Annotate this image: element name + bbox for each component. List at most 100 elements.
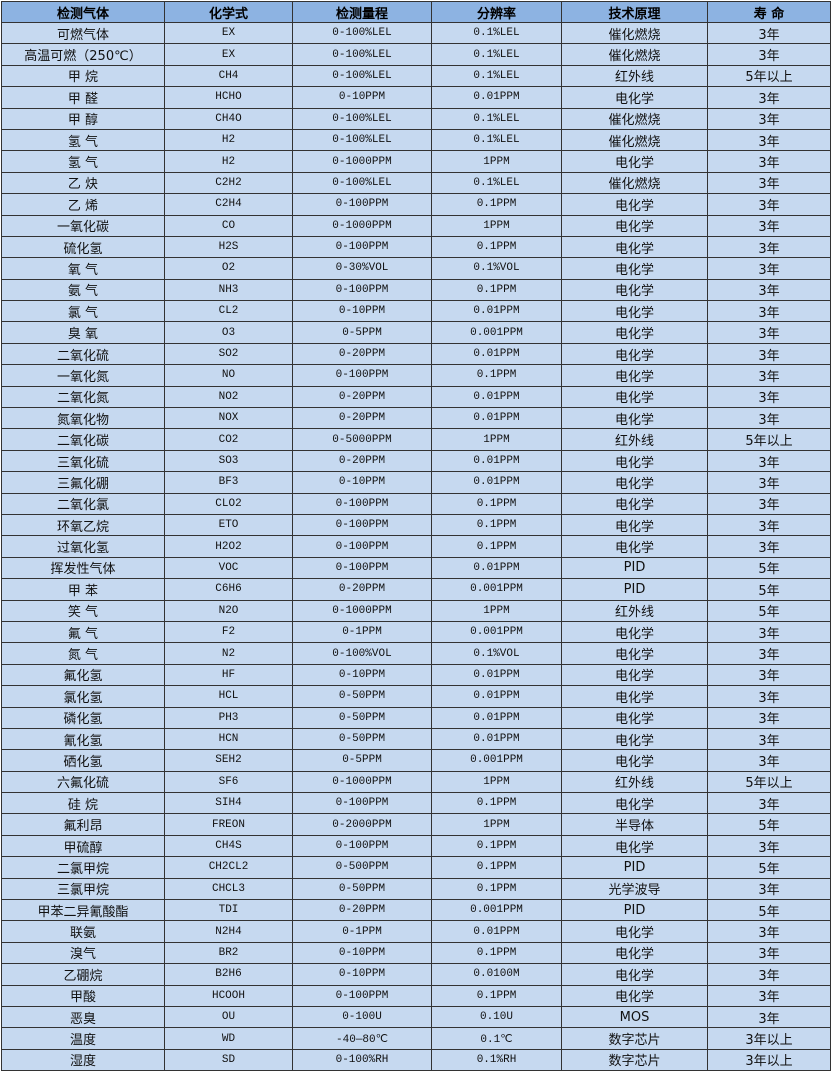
cell-technology: 电化学 bbox=[561, 963, 708, 986]
cell-technology: 电化学 bbox=[561, 278, 708, 302]
cell-resolution: 0.1%VOL bbox=[431, 642, 562, 665]
cell-detection-range: 0-5PPM bbox=[292, 321, 432, 344]
cell-gas-name: 三氟化硼 bbox=[1, 471, 165, 494]
header-lifespan: 寿 命 bbox=[707, 1, 831, 23]
header-chemical-formula: 化学式 bbox=[164, 1, 293, 23]
cell-gas-name: 氧 气 bbox=[1, 257, 165, 280]
cell-technology: 电化学 bbox=[561, 342, 708, 366]
cell-lifespan: 3年 bbox=[707, 877, 831, 901]
cell-detection-range: 0-5PPM bbox=[292, 749, 432, 772]
cell-chemical-formula: VOC bbox=[164, 556, 293, 580]
cell-gas-name: 三氯甲烷 bbox=[1, 877, 165, 901]
cell-technology: 半导体 bbox=[561, 813, 708, 836]
cell-gas-name: 臭 氧 bbox=[1, 321, 165, 344]
table-row: 甲硫醇 CH4S 0-100PPM 0.1PPM 电化学 3年 bbox=[1, 834, 831, 858]
cell-resolution: 1PPM bbox=[431, 428, 562, 451]
table-row: 氟化氢 HF 0-10PPM 0.01PPM 电化学 3年 bbox=[1, 663, 831, 687]
cell-detection-range: 0-1000PPM bbox=[292, 770, 432, 794]
cell-detection-range: 0-30%VOL bbox=[292, 257, 432, 280]
cell-gas-name: 联氨 bbox=[1, 920, 165, 943]
cell-chemical-formula: CH4 bbox=[164, 64, 293, 88]
cell-chemical-formula: F2 bbox=[164, 620, 293, 644]
cell-gas-name: 甲 醛 bbox=[1, 86, 165, 109]
cell-detection-range: 0-1000PPM bbox=[292, 214, 432, 237]
cell-lifespan: 3年 bbox=[707, 663, 831, 687]
table-row: 三氟化硼 BF3 0-10PPM 0.01PPM 电化学 3年 bbox=[1, 471, 831, 494]
cell-resolution: 0.1PPM bbox=[431, 984, 562, 1007]
table-row: 氧 气 O2 0-30%VOL 0.1%VOL 电化学 3年 bbox=[1, 257, 831, 280]
cell-lifespan: 3年 bbox=[707, 235, 831, 259]
cell-resolution: 0.001PPM bbox=[431, 899, 562, 922]
cell-technology: 催化燃烧 bbox=[561, 128, 708, 152]
cell-gas-name: 二氯甲烷 bbox=[1, 856, 165, 879]
cell-gas-name: 一氧化碳 bbox=[1, 214, 165, 237]
cell-chemical-formula: C6H6 bbox=[164, 578, 293, 601]
table-row: 三氯甲烷 CHCL3 0-50PPM 0.1PPM 光学波导 3年 bbox=[1, 877, 831, 901]
cell-gas-name: 氮氧化物 bbox=[1, 407, 165, 430]
table-row: 二氧化碳 CO2 0-5000PPM 1PPM 红外线 5年以上 bbox=[1, 428, 831, 451]
table-row: 环氧乙烷 ETO 0-100PPM 0.1PPM 电化学 3年 bbox=[1, 513, 831, 537]
table-row: 甲 醛 HCHO 0-10PPM 0.01PPM 电化学 3年 bbox=[1, 86, 831, 109]
cell-chemical-formula: H2 bbox=[164, 128, 293, 152]
cell-detection-range: 0-10PPM bbox=[292, 941, 432, 965]
cell-technology: PID bbox=[561, 899, 708, 922]
cell-technology: PID bbox=[561, 856, 708, 879]
cell-lifespan: 3年 bbox=[707, 171, 831, 195]
cell-lifespan: 3年 bbox=[707, 749, 831, 772]
cell-chemical-formula: FREON bbox=[164, 813, 293, 836]
cell-resolution: 0.1%LEL bbox=[431, 128, 562, 152]
cell-detection-range: 0-50PPM bbox=[292, 877, 432, 901]
table-row: 二氧化硫 SO2 0-20PPM 0.01PPM 电化学 3年 bbox=[1, 342, 831, 366]
cell-resolution: 0.01PPM bbox=[431, 471, 562, 494]
cell-detection-range: 0-10PPM bbox=[292, 86, 432, 109]
cell-lifespan: 3年 bbox=[707, 535, 831, 558]
cell-chemical-formula: SO2 bbox=[164, 342, 293, 366]
cell-detection-range: 0-500PPM bbox=[292, 856, 432, 879]
cell-technology: 催化燃烧 bbox=[561, 107, 708, 130]
cell-lifespan: 3年 bbox=[707, 257, 831, 280]
cell-chemical-formula: SO3 bbox=[164, 449, 293, 473]
header-technology: 技术原理 bbox=[561, 1, 708, 23]
cell-resolution: 1PPM bbox=[431, 150, 562, 173]
cell-technology: 电化学 bbox=[561, 920, 708, 943]
cell-resolution: 0.01PPM bbox=[431, 663, 562, 687]
cell-resolution: 0.01PPM bbox=[431, 706, 562, 729]
cell-gas-name: 挥发性气体 bbox=[1, 556, 165, 580]
cell-gas-name: 氨 气 bbox=[1, 278, 165, 302]
cell-lifespan: 3年 bbox=[707, 984, 831, 1007]
cell-resolution: 0.01PPM bbox=[431, 407, 562, 430]
cell-lifespan: 5年以上 bbox=[707, 428, 831, 451]
cell-lifespan: 3年 bbox=[707, 43, 831, 66]
cell-detection-range: 0-100PPM bbox=[292, 513, 432, 537]
cell-chemical-formula: C2H4 bbox=[164, 193, 293, 216]
header-row: 检测气体 化学式 检测量程 分辨率 技术原理寿 命 bbox=[1, 1, 831, 23]
cell-resolution: 0.1PPM bbox=[431, 941, 562, 965]
cell-technology: 电化学 bbox=[561, 86, 708, 109]
cell-detection-range: 0-100%LEL bbox=[292, 64, 432, 88]
cell-lifespan: 3年 bbox=[707, 834, 831, 858]
cell-gas-name: 笑 气 bbox=[1, 599, 165, 622]
cell-detection-range: 0-2000PPM bbox=[292, 813, 432, 836]
cell-resolution: 0.1%RH bbox=[431, 1048, 562, 1072]
cell-chemical-formula: TDI bbox=[164, 899, 293, 922]
cell-technology: 电化学 bbox=[561, 407, 708, 430]
cell-technology: 催化燃烧 bbox=[561, 43, 708, 66]
cell-lifespan: 3年 bbox=[707, 214, 831, 237]
cell-technology: 电化学 bbox=[561, 749, 708, 772]
cell-detection-range: 0-100PPM bbox=[292, 364, 432, 387]
cell-resolution: 0.01PPM bbox=[431, 685, 562, 708]
cell-detection-range: 0-10PPM bbox=[292, 471, 432, 494]
cell-chemical-formula: CH2CL2 bbox=[164, 856, 293, 879]
cell-chemical-formula: CH4S bbox=[164, 834, 293, 858]
cell-gas-name: 温度 bbox=[1, 1027, 165, 1050]
cell-detection-range: 0-100PPM bbox=[292, 492, 432, 515]
table-row: 甲 苯 C6H6 0-20PPM 0.001PPM PID 5年 bbox=[1, 578, 831, 601]
cell-technology: 电化学 bbox=[561, 471, 708, 494]
cell-resolution: 0.10U bbox=[431, 1005, 562, 1029]
cell-technology: 红外线 bbox=[561, 428, 708, 451]
table-row: 乙 炔 C2H2 0-100%LEL 0.1%LEL 催化燃烧 3年 bbox=[1, 171, 831, 195]
table-row: 六氟化硫 SF6 0-1000PPM 1PPM 红外线 5年以上 bbox=[1, 770, 831, 794]
cell-technology: 电化学 bbox=[561, 492, 708, 515]
cell-technology: 电化学 bbox=[561, 385, 708, 409]
